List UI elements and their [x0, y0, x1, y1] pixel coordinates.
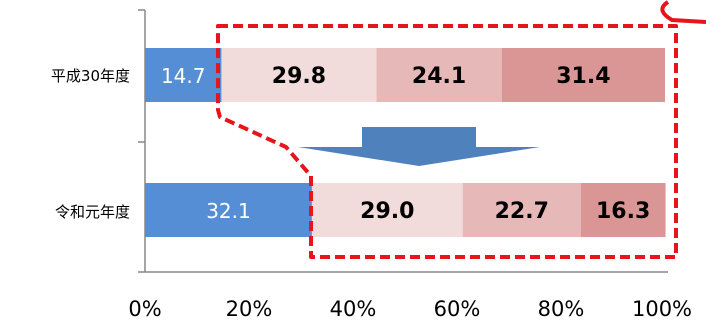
arrow-head: [298, 147, 540, 166]
data-label: 16.3: [596, 199, 650, 224]
data-label: 22.7: [495, 199, 549, 224]
x-tick-label: 20%: [226, 297, 273, 321]
bar-segment: [580, 183, 666, 237]
arrow-shaft: [362, 127, 476, 147]
data-label: 31.4: [556, 64, 610, 89]
bar-segment: [221, 48, 377, 102]
bar-segment: [462, 183, 581, 237]
data-label: 24.1: [412, 64, 466, 89]
bar-segments: 14.7 29.8 24.1 31.4 32.1 29.0 22.7 16.3: [145, 48, 666, 237]
bar-segment: [311, 183, 463, 237]
data-label: 29.0: [360, 199, 414, 224]
bar-segment: [501, 48, 665, 102]
category-label-0: 平成30年度: [51, 67, 130, 85]
data-label: 14.7: [161, 64, 206, 88]
x-tick-label: 100%: [632, 297, 692, 321]
down-arrow-icon: [298, 127, 540, 166]
data-label: 29.8: [272, 64, 326, 89]
x-tick-label: 60%: [434, 297, 481, 321]
highlight-outline: [216, 24, 678, 259]
bar-segment: [145, 48, 222, 102]
x-tick-label: 40%: [330, 297, 377, 321]
corner-curve: [660, 0, 706, 24]
bar-segment: [145, 183, 312, 237]
category-label-1: 令和元年度: [55, 203, 130, 221]
x-tick-labels: 0% 20% 40% 60% 80% 100%: [128, 297, 692, 321]
bar-segment: [376, 48, 502, 102]
x-tick-label: 80%: [538, 297, 585, 321]
x-tick-label: 0%: [128, 297, 161, 321]
data-label: 32.1: [206, 199, 251, 223]
